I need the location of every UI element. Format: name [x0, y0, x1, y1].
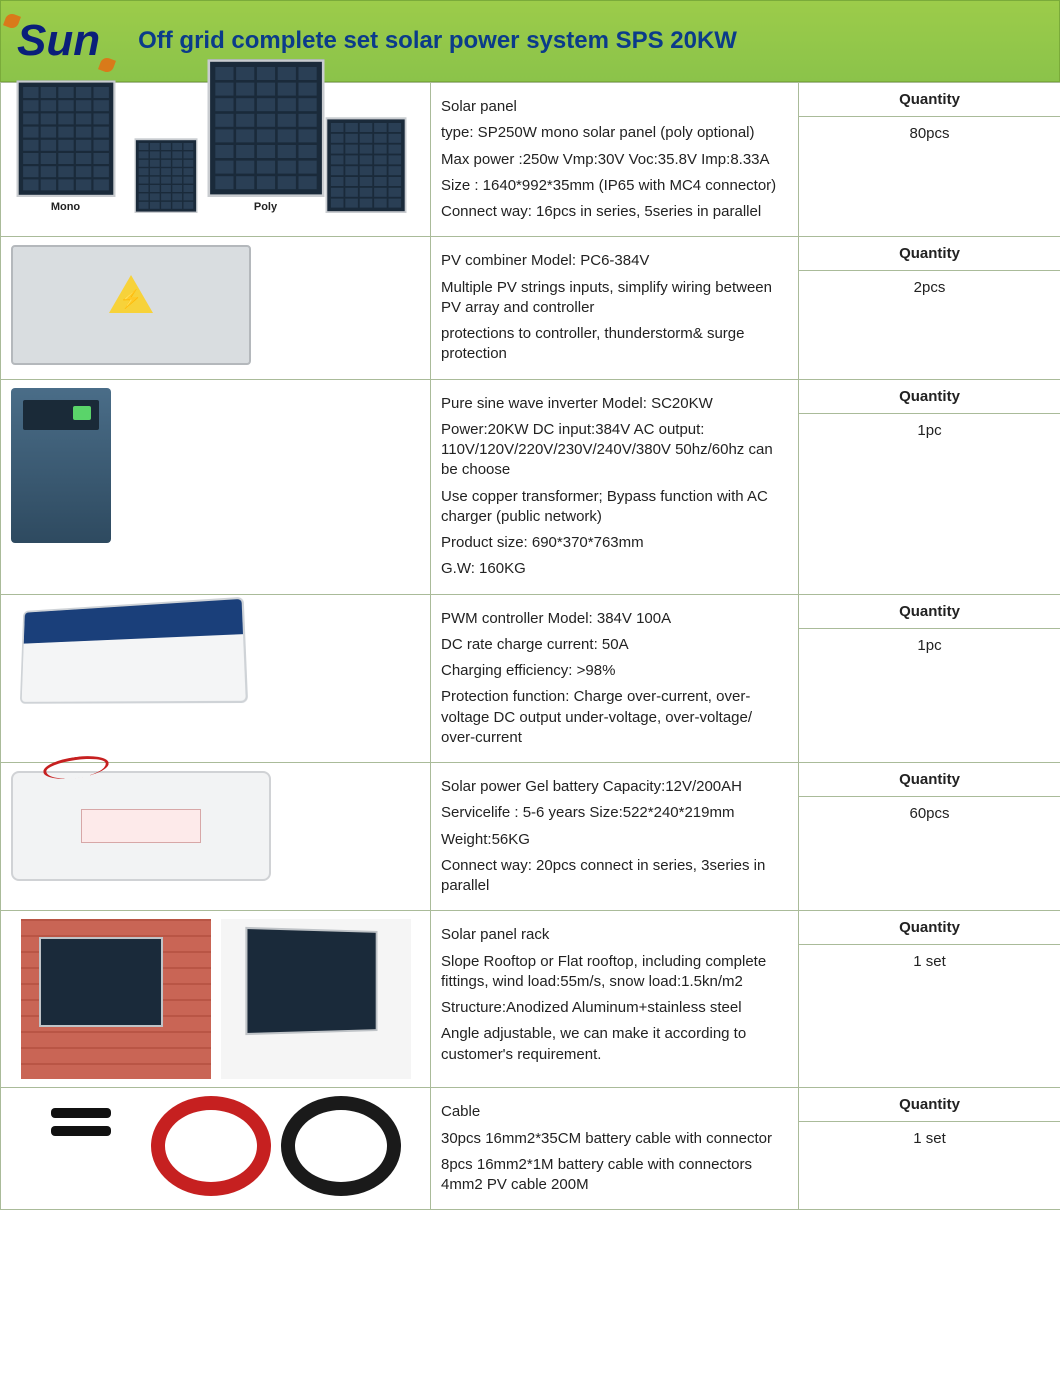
product-image: ⚡ — [11, 245, 420, 365]
image-cell — [1, 594, 431, 763]
spec-line: Weight:56KG — [441, 830, 788, 850]
spec-line: 8pcs 16mm2*1M battery cable with connect… — [441, 1155, 788, 1196]
product-image — [11, 603, 420, 703]
spec-line: Servicelife : 5-6 years Size:522*240*219… — [441, 803, 788, 823]
page-title: Off grid complete set solar power system… — [138, 27, 737, 55]
spec-line: type: SP250W mono solar panel (poly opti… — [441, 123, 788, 143]
spec-line: Protection function: Charge over-current… — [441, 687, 788, 748]
quantity-value: 1pc — [799, 628, 1060, 763]
spec-line: 30pcs 16mm2*35CM battery cable with conn… — [441, 1129, 788, 1149]
spec-line: Connect way: 20pcs connect in series, 3s… — [441, 856, 788, 897]
table-row: Solar power Gel battery Capacity:12V/200… — [1, 763, 1060, 797]
spec-line: G.W: 160KG — [441, 559, 788, 579]
quantity-value: 60pcs — [799, 797, 1060, 911]
spec-line: Angle adjustable, we can make it accordi… — [441, 1024, 788, 1065]
spec-line: Product size: 690*370*763mm — [441, 533, 788, 553]
image-cell — [1, 1088, 431, 1210]
spec-line: Cable — [441, 1102, 788, 1122]
product-image — [11, 771, 420, 881]
quantity-header: Quantity — [799, 237, 1060, 271]
product-image: MonoPoly — [11, 91, 420, 213]
description-cell: Solar panel type: SP250W mono solar panel… — [431, 83, 799, 237]
description-cell: Solar power Gel battery Capacity:12V/200… — [431, 763, 799, 911]
quantity-value: 80pcs — [799, 117, 1060, 237]
image-cell — [1, 379, 431, 594]
brand-logo: Sun — [11, 16, 106, 66]
quantity-header: Quantity — [799, 594, 1060, 628]
product-image — [11, 388, 420, 543]
spec-line: Solar panel — [441, 97, 788, 117]
spec-line: protections to controller, thunderstorm&… — [441, 324, 788, 365]
image-cell: ⚡ — [1, 237, 431, 379]
quantity-value: 2pcs — [799, 271, 1060, 379]
image-cell — [1, 763, 431, 911]
table-row: Solar panel rackSlope Rooftop or Flat ro… — [1, 911, 1060, 945]
spec-line: DC rate charge current: 50A — [441, 635, 788, 655]
spec-line: Solar panel rack — [441, 925, 788, 945]
quantity-header: Quantity — [799, 1088, 1060, 1122]
table-row: ⚡PV combiner Model: PC6-384VMultiple PV … — [1, 237, 1060, 271]
spec-line: Size : 1640*992*35mm (IP65 with MC4 conn… — [441, 176, 788, 196]
spec-line: Power:20KW DC input:384V AC output: 110V… — [441, 420, 788, 481]
spec-line: Structure:Anodized Aluminum+stainless st… — [441, 998, 788, 1018]
quantity-value: 1 set — [799, 945, 1060, 1088]
quantity-value: 1pc — [799, 413, 1060, 594]
image-cell — [1, 911, 431, 1088]
description-cell: PWM controller Model: 384V 100A DC rate c… — [431, 594, 799, 763]
spec-line: PWM controller Model: 384V 100A — [441, 609, 788, 629]
product-image — [11, 1096, 420, 1196]
description-cell: Solar panel rack Slope Rooftop or Flat ro… — [431, 911, 799, 1088]
quantity-value: 1 set — [799, 1122, 1060, 1210]
spec-line: Pure sine wave inverter Model: SC20KW — [441, 394, 788, 414]
description-cell: Cable 30pcs 16mm2*35CM battery cable with… — [431, 1088, 799, 1210]
header: Sun Off grid complete set solar power sy… — [0, 0, 1060, 82]
table-row: MonoPolySolar paneltype: SP250W mono sol… — [1, 83, 1060, 117]
spec-line: PV combiner Model: PC6-384V — [441, 251, 788, 271]
spec-line: Max power :250w Vmp:30V Voc:35.8V Imp:8.… — [441, 150, 788, 170]
table-row: Pure sine wave inverter Model: SC20KWPow… — [1, 379, 1060, 413]
spec-line: Charging efficiency: >98% — [441, 661, 788, 681]
quantity-header: Quantity — [799, 911, 1060, 945]
spec-line: Multiple PV strings inputs, simplify wir… — [441, 278, 788, 319]
quantity-header: Quantity — [799, 83, 1060, 117]
description-cell: PV combiner Model: PC6-384V Multiple PV s… — [431, 237, 799, 379]
spec-table: MonoPoly Solar panel type: SP250W mono sol… — [0, 82, 1060, 1210]
table-row: Cable30pcs 16mm2*35CM battery cable with… — [1, 1088, 1060, 1122]
image-cell: MonoPoly — [1, 83, 431, 237]
quantity-header: Quantity — [799, 379, 1060, 413]
product-image — [11, 919, 420, 1079]
spec-line: Slope Rooftop or Flat rooftop, including… — [441, 952, 788, 993]
quantity-header: Quantity — [799, 763, 1060, 797]
description-cell: Pure sine wave inverter Model: SC20KW Pow… — [431, 379, 799, 594]
table-row: PWM controller Model: 384V 100ADC rate c… — [1, 594, 1060, 628]
spec-line: Solar power Gel battery Capacity:12V/200… — [441, 777, 788, 797]
spec-line: Use copper transformer; Bypass function … — [441, 487, 788, 528]
spec-line: Connect way: 16pcs in series, 5series in… — [441, 202, 788, 222]
